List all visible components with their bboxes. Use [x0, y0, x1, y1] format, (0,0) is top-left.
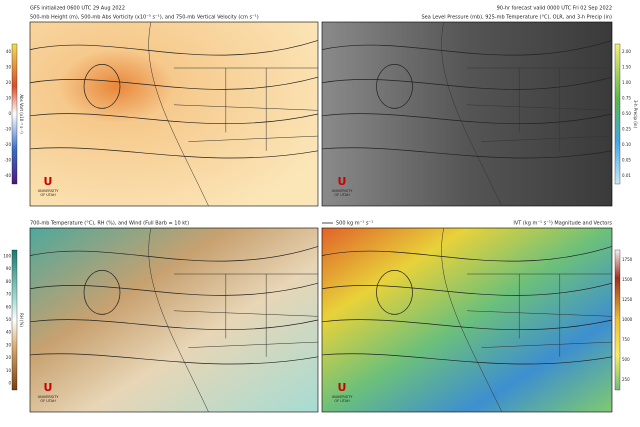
contour-low: [376, 64, 413, 109]
colorbar-tick-label: 40: [6, 49, 12, 54]
contour: [29, 353, 319, 365]
panel-title: Sea Level Pressure (mb), 925-mb Temperat…: [422, 15, 613, 21]
colorbar-tick-label: 30: [6, 64, 12, 69]
colorbar-tick-label: -40: [4, 173, 11, 178]
colorbar-tick-label: 10: [6, 368, 12, 373]
colorbar-tick-label: 100: [3, 253, 11, 258]
panel-title: 500-mb Height (m), 500-mb Abs Vorticity …: [30, 15, 259, 21]
logo-line2: OF UTAH: [40, 193, 56, 197]
contour-low: [83, 64, 121, 109]
logo-line2: OF UTAH: [40, 399, 56, 403]
colorbar-tick-label: 0: [8, 381, 11, 386]
logo-letter: U: [338, 175, 347, 188]
colorbar-tick-label: 500: [622, 357, 630, 362]
contour: [321, 319, 613, 331]
header-left: GFS initialized 0600 UTC 29 Aug 2022: [30, 6, 125, 12]
colorbar-tick-label: 0.05: [622, 158, 631, 163]
contour: [29, 113, 319, 125]
colorbar-tick-label: 90: [6, 266, 12, 271]
contour-low: [376, 270, 413, 315]
colorbar-tick-label: 250: [622, 377, 630, 382]
logo-letter: U: [44, 175, 53, 188]
colorbar-tick-label: 70: [6, 292, 12, 297]
colorbar-tick-label: 40: [6, 330, 12, 335]
colorbar-tick-label: 1.50: [622, 64, 631, 69]
colorbar-tick-label: 20: [6, 80, 12, 85]
colorbar: [11, 43, 18, 185]
colorbar-tick-label: -10: [4, 127, 11, 132]
coastline: [441, 21, 613, 207]
colorbar-tick-label: -30: [4, 158, 11, 163]
coastline: [148, 227, 319, 413]
contour: [321, 40, 613, 56]
header-right: 90-hr forecast valid 0000 UTC Fri 02 Sep…: [497, 6, 612, 12]
logo-line1: UNIVERSITY: [38, 395, 60, 399]
colorbar-tick-label: 20: [6, 355, 12, 360]
logo-letter: U: [338, 381, 347, 394]
panel-title: IVT (kg m⁻¹ s⁻¹) Magnitude and Vectors: [513, 221, 612, 227]
vector-legend: 500 kg m⁻¹ s⁻¹: [336, 221, 373, 227]
colorbar-tick-label: 1250: [622, 297, 633, 302]
panels: 500-mb Height (m), 500-mb Abs Vorticity …: [3, 15, 638, 413]
contour: [321, 113, 613, 125]
colorbar-tick-label: 1.00: [622, 80, 631, 85]
contour: [29, 246, 319, 262]
colorbar-tick-label: 1500: [622, 277, 633, 282]
contour: [321, 282, 613, 296]
contour: [321, 76, 613, 90]
contour: [29, 40, 319, 56]
logo-line2: OF UTAH: [334, 399, 350, 403]
colorbar: [614, 249, 621, 391]
colorbar-tick-label: 0.01: [622, 173, 631, 178]
colorbar-tick-label: 80: [6, 279, 12, 284]
colorbar-tick-label: 2.00: [622, 49, 631, 54]
colorbar-tick-label: -20: [4, 142, 11, 147]
contour: [29, 282, 319, 296]
colorbar-tick-label: 0: [8, 111, 11, 116]
contour: [29, 319, 319, 331]
colorbar-tick-label: 1750: [622, 257, 633, 262]
contour: [321, 246, 613, 262]
colorbar-tick-label: 0.75: [622, 95, 631, 100]
colorbar: [614, 43, 621, 185]
logo-line2: OF UTAH: [334, 193, 350, 197]
colorbar-tick-label: 50: [6, 317, 12, 322]
coastline: [441, 227, 613, 413]
colorbar-tick-label: 0.50: [622, 111, 631, 116]
colorbar-tick-label: 30: [6, 342, 12, 347]
colorbar: [11, 249, 18, 391]
colorbar-tick-label: 1000: [622, 317, 633, 322]
colorbar-tick-label: 750: [622, 337, 630, 342]
contour: [321, 353, 613, 365]
contour: [321, 147, 613, 159]
colorbar-label: Abs Vort (x10⁻⁵ s⁻¹): [19, 94, 24, 134]
contour: [29, 147, 319, 159]
logo-line1: UNIVERSITY: [332, 189, 354, 193]
colorbar-label: 3-h Precip (in): [633, 100, 638, 128]
logo-letter: U: [44, 381, 53, 394]
contour-low: [83, 270, 121, 315]
colorbar-tick-label: 10: [6, 95, 12, 100]
colorbar-tick-label: 0.25: [622, 127, 631, 132]
logo-line1: UNIVERSITY: [38, 189, 60, 193]
colorbar-tick-label: 0.10: [622, 142, 631, 147]
colorbar-label: RH (%): [19, 313, 24, 327]
colorbar-tick-label: 60: [6, 304, 12, 309]
coastline: [148, 21, 319, 207]
contour: [29, 76, 319, 90]
logo-line1: UNIVERSITY: [332, 395, 354, 399]
panel-title: 700-mb Temperature (°C), RH (%), and Win…: [30, 221, 189, 227]
